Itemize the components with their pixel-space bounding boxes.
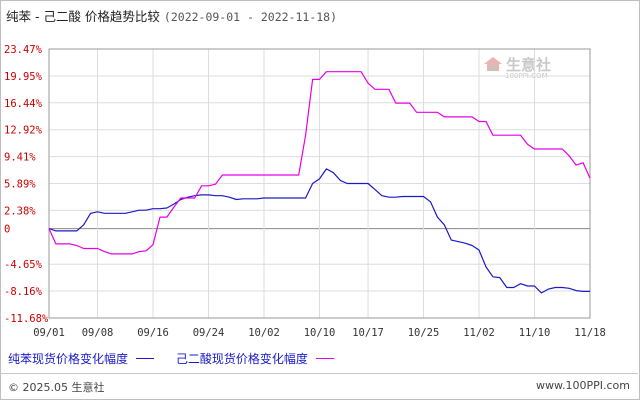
y-tick-label: 2.38% [4, 205, 36, 217]
y-tick-label: 9.41% [4, 152, 36, 164]
legend-swatch-benzene [136, 358, 155, 359]
legend-item-benzene: 纯苯现货价格变化幅度 [8, 350, 155, 367]
y-tick-label: 16.44% [4, 98, 43, 110]
x-tick-label: 11/18 [574, 327, 606, 339]
x-tick-label: 09/24 [193, 327, 225, 339]
y-tick-label: 23.47% [4, 44, 43, 56]
chart-title-dates: (2022-09-01 - 2022-11-18) [163, 10, 338, 24]
footer-copyright: © 2025.05 生意社 [8, 381, 105, 394]
x-tick-label: 10/10 [304, 327, 336, 339]
x-tick-label: 09/08 [82, 327, 114, 339]
x-tick-label: 11/10 [519, 327, 551, 339]
y-tick-label: -4.65% [4, 259, 43, 271]
legend-label-adipic: 己二酸现货价格变化幅度 [175, 352, 308, 366]
y-tick-label: 19.95% [4, 71, 43, 83]
y-tick-label: -8.16% [4, 286, 43, 298]
series-line-benzene [48, 168, 590, 294]
y-tick-label: 5.89% [4, 179, 36, 191]
series-line-adipic [48, 71, 591, 255]
chart-legend: 纯苯现货价格变化幅度 己二酸现货价格变化幅度 [8, 350, 352, 367]
chart-title: 纯苯 - 己二酸 价格趋势比较 (2022-09-01 - 2022-11-18… [6, 6, 337, 25]
house-logo-icon [484, 57, 502, 71]
x-tick-label: 10/25 [408, 327, 440, 339]
x-tick-label: 09/16 [137, 327, 169, 339]
y-tick-label: -11.68% [4, 313, 49, 325]
chart-title-main: 纯苯 - 己二酸 价格趋势比较 [6, 9, 160, 24]
x-tick-label: 10/17 [352, 327, 384, 339]
x-tick-label: 11/02 [463, 327, 495, 339]
x-tick-label: 09/01 [33, 327, 65, 339]
legend-swatch-adipic [315, 358, 334, 359]
footer-bar: © 2025.05 生意社 www.100PPI.com [0, 373, 638, 399]
x-tick-label: 10/02 [248, 327, 280, 339]
footer-site-link[interactable]: www.100PPI.com [536, 379, 630, 392]
plot-area-border [48, 48, 591, 319]
legend-item-adipic: 己二酸现货价格变化幅度 [176, 350, 334, 367]
y-tick-label: 0 [4, 224, 10, 236]
legend-label-benzene: 纯苯现货价格变化幅度 [8, 352, 129, 366]
watermark-name: 生意社 [506, 56, 552, 74]
y-tick-label: 12.92% [4, 125, 43, 137]
